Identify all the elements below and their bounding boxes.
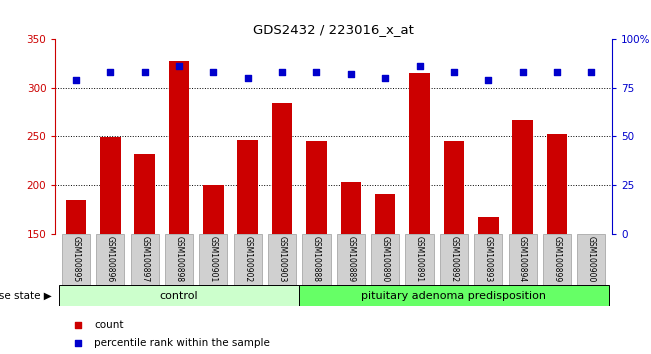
- Point: [139, 69, 150, 75]
- Text: GSM100903: GSM100903: [277, 236, 286, 282]
- Text: GSM100888: GSM100888: [312, 236, 321, 282]
- Point: [483, 77, 493, 82]
- Bar: [59, 285, 299, 306]
- Point: [208, 69, 219, 75]
- Bar: [165, 234, 193, 285]
- Bar: [234, 234, 262, 285]
- Point: [72, 322, 83, 328]
- Bar: [375, 194, 395, 234]
- Text: GSM100891: GSM100891: [415, 236, 424, 282]
- Bar: [547, 134, 567, 234]
- Text: GSM100894: GSM100894: [518, 236, 527, 282]
- Text: GSM100899: GSM100899: [553, 236, 561, 282]
- Bar: [268, 234, 296, 285]
- Text: GSM100900: GSM100900: [587, 236, 596, 282]
- Bar: [134, 154, 155, 234]
- Bar: [96, 234, 124, 285]
- Text: control: control: [159, 291, 199, 301]
- Point: [243, 75, 253, 81]
- Text: GSM100901: GSM100901: [209, 236, 218, 282]
- Text: GSM100898: GSM100898: [174, 236, 184, 282]
- Bar: [340, 182, 361, 234]
- Bar: [131, 234, 159, 285]
- Text: GSM100890: GSM100890: [381, 236, 390, 282]
- Bar: [203, 185, 224, 234]
- Point: [552, 69, 562, 75]
- Text: disease state ▶: disease state ▶: [0, 291, 52, 301]
- Title: GDS2432 / 223016_x_at: GDS2432 / 223016_x_at: [253, 23, 414, 36]
- Bar: [238, 140, 258, 234]
- Text: percentile rank within the sample: percentile rank within the sample: [94, 338, 270, 348]
- Text: GSM100893: GSM100893: [484, 236, 493, 282]
- Bar: [409, 73, 430, 234]
- Bar: [543, 234, 571, 285]
- Bar: [443, 141, 464, 234]
- Bar: [169, 61, 189, 234]
- Bar: [199, 234, 227, 285]
- Bar: [337, 234, 365, 285]
- Bar: [271, 103, 292, 234]
- Point: [71, 77, 81, 82]
- Point: [586, 69, 596, 75]
- Point: [449, 69, 459, 75]
- Point: [174, 63, 184, 69]
- Bar: [474, 234, 503, 285]
- Point: [346, 71, 356, 77]
- Bar: [66, 200, 86, 234]
- Bar: [508, 234, 536, 285]
- Bar: [299, 285, 609, 306]
- Bar: [302, 234, 331, 285]
- Text: GSM100896: GSM100896: [106, 236, 115, 282]
- Text: GSM100889: GSM100889: [346, 236, 355, 282]
- Text: GSM100902: GSM100902: [243, 236, 252, 282]
- Bar: [371, 234, 399, 285]
- Bar: [512, 120, 533, 234]
- Text: GSM100897: GSM100897: [140, 236, 149, 282]
- Bar: [306, 141, 327, 234]
- Bar: [478, 217, 499, 234]
- Text: pituitary adenoma predisposition: pituitary adenoma predisposition: [361, 291, 546, 301]
- Bar: [62, 234, 90, 285]
- Bar: [100, 137, 120, 234]
- Point: [414, 63, 424, 69]
- Text: GSM100895: GSM100895: [72, 236, 81, 282]
- Point: [380, 75, 391, 81]
- Point: [277, 69, 287, 75]
- Point: [518, 69, 528, 75]
- Point: [72, 340, 83, 346]
- Point: [311, 69, 322, 75]
- Text: count: count: [94, 320, 124, 330]
- Bar: [577, 234, 605, 285]
- Bar: [406, 234, 434, 285]
- Bar: [440, 234, 468, 285]
- Point: [105, 69, 115, 75]
- Text: GSM100892: GSM100892: [449, 236, 458, 282]
